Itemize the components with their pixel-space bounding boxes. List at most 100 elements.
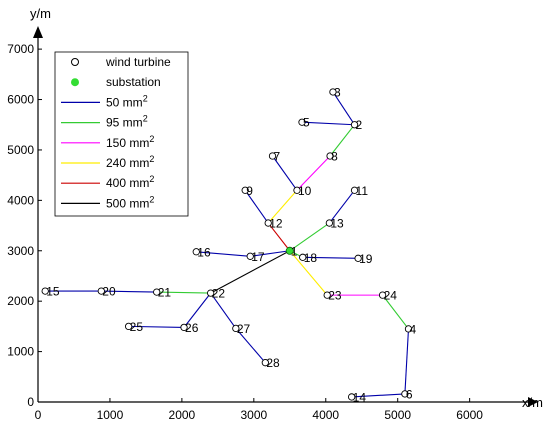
cable-22-1: [210, 250, 291, 294]
turbine-2-label: 2: [356, 118, 363, 132]
cable-8-10: [296, 155, 331, 191]
turbine-11-label: 11: [356, 184, 369, 198]
y-tick-label: 0: [27, 395, 34, 409]
legend-entry-label: 95 mm2: [106, 114, 148, 130]
turbine-21-marker: [153, 288, 161, 296]
turbine-17-marker: [246, 252, 254, 260]
cable-19-18: [302, 256, 359, 259]
turbine-markers: [41, 88, 413, 401]
turbine-14-marker: [348, 393, 356, 401]
cable-28-27: [235, 328, 266, 364]
turbine-18-label: 18: [304, 251, 318, 265]
turbine-15-label: 15: [46, 285, 60, 299]
x-tick-label: 3000: [240, 408, 267, 422]
turbine-8-label: 8: [331, 149, 338, 163]
turbine-10-label: 10: [298, 184, 312, 198]
turbine-9-marker: [241, 186, 249, 194]
cable-20-21: [101, 290, 157, 293]
turbine-10-marker: [293, 186, 301, 194]
turbine-12-label: 12: [269, 217, 283, 231]
cable-6-14: [351, 393, 405, 398]
turbine-14-label: 14: [353, 390, 367, 404]
cable-25-26: [128, 325, 185, 328]
turbine-2-marker: [350, 121, 359, 129]
cable-segments: [45, 91, 410, 398]
legend-substation-marker: [71, 78, 79, 87]
cable-17-1: [250, 250, 290, 257]
turbine-5-marker: [298, 118, 306, 126]
turbine-28-marker: [261, 359, 269, 367]
turbine-7-marker: [268, 152, 277, 160]
x-tick-label: 5000: [384, 408, 411, 422]
turbine-13-marker: [325, 219, 334, 227]
cable-12-1: [267, 222, 291, 252]
turbine-26-label: 26: [185, 321, 199, 335]
turbine-8-marker: [326, 152, 334, 160]
x-tick-label: 2000: [169, 408, 196, 422]
turbine-5-label: 5: [303, 116, 310, 130]
turbine-25-marker: [124, 322, 133, 331]
y-tick-label: 3000: [7, 244, 34, 258]
turbine-4-label: 4: [409, 322, 416, 336]
cable-3-2: [332, 91, 355, 126]
legend: wind turbine substation 50 mm2 95 mm2 150 mm…: [54, 51, 189, 217]
substation-marker: [285, 246, 294, 255]
turbine-22-marker: [207, 289, 215, 297]
turbine-9-label: 9: [246, 184, 253, 198]
legend-entry-label: 240 mm2: [106, 154, 154, 170]
turbine-19-label: 19: [359, 252, 373, 266]
cable-21-22: [156, 291, 211, 294]
cable-9-12: [244, 189, 269, 224]
y-tick-label: 7000: [7, 42, 34, 56]
cable-2-8: [329, 124, 355, 157]
y-tick-label: 5000: [7, 143, 34, 157]
cable-6-4: [404, 328, 410, 394]
y-tick-label: 2000: [7, 294, 34, 308]
turbine-24-marker: [378, 291, 387, 299]
turbine-6-marker: [401, 390, 409, 398]
legend-entry-label: substation: [106, 75, 161, 89]
axes: 0 1000 2000 3000 4000 5000 6000 0 1000 2000 3000 40…: [7, 6, 543, 422]
legend-entry-label: 50 mm2: [106, 93, 148, 109]
cable-4-24: [382, 294, 409, 330]
cable-10-12: [267, 189, 298, 224]
legend-entry-label: 400 mm2: [106, 174, 154, 190]
turbine-27-label: 27: [237, 322, 251, 336]
turbine-28-label: 28: [266, 356, 280, 370]
turbine-3-label: 3: [334, 85, 341, 99]
turbine-3-marker: [329, 88, 337, 96]
x-tick-label: 4000: [312, 408, 339, 422]
turbine-23-marker: [323, 291, 331, 299]
turbine-20-label: 20: [102, 285, 116, 299]
turbine-20-marker: [97, 287, 105, 295]
legend-entry-label: 500 mm2: [106, 194, 154, 210]
turbine-11-marker: [350, 186, 359, 194]
cable-26-22: [183, 292, 212, 328]
y-tick-label: 1000: [7, 345, 34, 359]
y-axis-label: y/m: [30, 6, 51, 21]
y-tick-label: 6000: [7, 93, 34, 107]
turbine-22-label: 22: [212, 287, 226, 301]
turbine-26-marker: [180, 323, 188, 332]
y-tick-label: 4000: [7, 193, 34, 207]
cable-23-1: [289, 250, 328, 296]
cable-11-13: [328, 189, 355, 224]
turbine-7-label: 7: [274, 149, 281, 163]
turbine-6-label: 6: [406, 387, 413, 401]
legend-entry-label: 150 mm2: [106, 134, 154, 150]
cable-7-10: [272, 155, 298, 191]
turbine-17-label: 17: [251, 250, 265, 264]
turbine-24-label: 24: [384, 289, 398, 303]
turbine-18-marker: [299, 253, 307, 261]
turbine-23-label: 23: [328, 289, 342, 303]
turbine-21-label: 21: [158, 286, 172, 300]
cable-16-17: [196, 251, 251, 257]
x-tick-label: 1000: [97, 408, 124, 422]
turbine-15-marker: [41, 287, 49, 295]
cable-27-22: [210, 292, 237, 329]
x-tick-label: 0: [35, 408, 42, 422]
x-axis-label: x/m: [522, 395, 543, 410]
turbine-4-marker: [404, 325, 413, 333]
